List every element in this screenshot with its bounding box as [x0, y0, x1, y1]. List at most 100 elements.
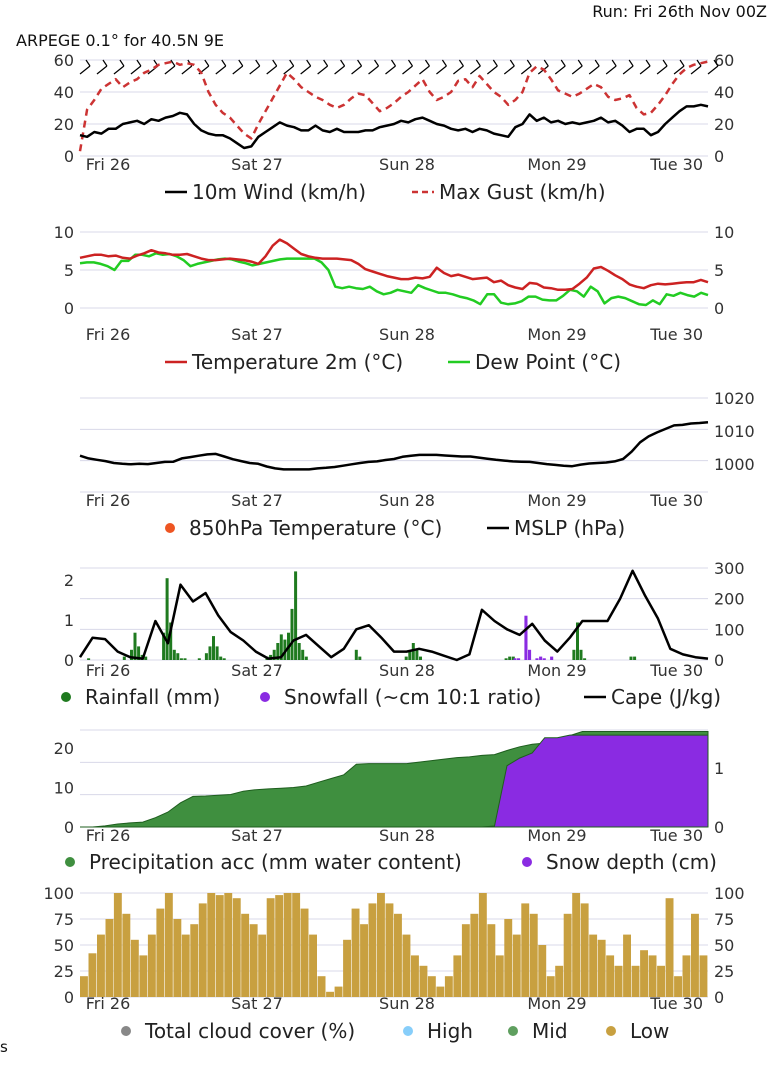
- cloud-bar: [385, 903, 394, 997]
- day-label: Mon 29: [527, 826, 586, 845]
- legend-label: Dew Point (°C): [475, 350, 621, 374]
- wind-barb-flag: [560, 59, 566, 67]
- snow-bar: [524, 615, 528, 660]
- cloud-bar: [461, 924, 470, 997]
- day-label: Tue 30: [649, 661, 703, 680]
- cloud-bar: [597, 939, 606, 997]
- cloud-bar: [113, 893, 122, 997]
- day-label: Sat 27: [231, 661, 283, 680]
- snow-bar: [517, 658, 521, 660]
- cloud-bar: [317, 976, 326, 997]
- y-tick-right: 0: [714, 299, 724, 318]
- cloud-bar: [275, 895, 284, 997]
- wind-barb-flag: [458, 59, 464, 67]
- rain-bar: [208, 646, 212, 660]
- wind-barb-flag: [475, 59, 481, 67]
- wind-barb: [351, 65, 362, 75]
- rain-bar: [283, 639, 287, 660]
- rain-bar: [279, 634, 283, 660]
- wind-barb: [419, 65, 430, 75]
- wind-barb-flag: [85, 59, 91, 67]
- rain-bar: [297, 643, 301, 660]
- wind-barb-flag: [594, 59, 600, 67]
- wind-barb: [707, 65, 719, 75]
- y-tick-left: 1: [64, 611, 74, 630]
- cloud-bar: [283, 893, 292, 997]
- cloud-bar: [207, 893, 216, 997]
- y-tick-right: 100: [714, 620, 745, 639]
- wind-barb: [605, 65, 617, 75]
- cloud-bar: [665, 898, 674, 997]
- wind-barb-flag: [645, 59, 651, 67]
- day-label: Mon 29: [527, 661, 586, 680]
- rain-bar: [183, 658, 187, 660]
- rain-bar: [165, 578, 169, 660]
- wind-line: [79, 103, 709, 150]
- cloud-bar: [377, 893, 385, 997]
- wind-barb: [96, 65, 108, 75]
- day-label: Sat 27: [231, 994, 283, 1013]
- y-tick-right: 1000: [714, 455, 755, 474]
- snow-bar: [539, 656, 543, 660]
- cloud-bar: [631, 965, 640, 997]
- cloud-bar: [674, 976, 682, 997]
- day-label: Sun 28: [379, 826, 435, 845]
- wind-barb-flag: [679, 59, 685, 67]
- rain-bar: [179, 658, 183, 660]
- cloud-bar: [538, 945, 547, 997]
- dewpoint-line: [79, 252, 709, 307]
- cloud-bar: [606, 955, 615, 997]
- cloud-bar: [427, 976, 436, 997]
- wind-barb-flag: [306, 59, 312, 67]
- y-tick-left: 75: [54, 910, 74, 929]
- y-tick-right: 1: [714, 759, 724, 778]
- snow-depth-area: [80, 734, 709, 828]
- wind-barb: [266, 65, 278, 75]
- rain-bar: [204, 653, 208, 660]
- cloud-bar: [572, 893, 581, 997]
- cloud-bar: [343, 939, 351, 997]
- y-tick-left: 20: [54, 115, 74, 134]
- y-tick-left: 0: [64, 299, 74, 318]
- y-tick-right: 40: [714, 83, 734, 102]
- wind-barb-flag: [577, 59, 583, 67]
- wind-barb-flag: [509, 59, 515, 67]
- cloud-bar: [436, 986, 445, 997]
- wind-barb-flag: [374, 59, 380, 67]
- cloud-bar: [105, 919, 114, 997]
- legend-dot-swatch: [165, 523, 175, 533]
- cloud-bar: [402, 934, 411, 997]
- cloud-bar: [249, 924, 258, 997]
- cloud-bar: [529, 913, 538, 997]
- wind-barb: [673, 65, 685, 75]
- rain-bar: [415, 649, 419, 660]
- legend-label: Low: [630, 1019, 669, 1043]
- snow-bar: [550, 656, 554, 660]
- cloud-bar: [444, 976, 453, 997]
- legend-label: Rainfall (mm): [85, 685, 220, 709]
- wind-barb: [656, 65, 668, 75]
- cloud-bar: [640, 950, 648, 997]
- wind-barb-flag: [170, 59, 176, 67]
- legend-dot-swatch: [65, 857, 75, 867]
- wind-barb: [588, 65, 600, 75]
- cloud-bar: [130, 939, 139, 997]
- rain-bar: [294, 571, 298, 660]
- rain-bar: [130, 649, 133, 660]
- wind-barb: [181, 65, 193, 75]
- day-label: Sat 27: [231, 155, 283, 174]
- wind-barb: [317, 65, 328, 75]
- run-label: Run: Fri 26th Nov 00Z: [592, 2, 767, 21]
- rain-bar: [276, 643, 280, 660]
- wind-barb-flag: [340, 59, 346, 67]
- cloud-bar: [487, 924, 496, 997]
- cloud-bar: [232, 898, 241, 997]
- day-label: Sun 28: [379, 325, 435, 344]
- cloud-bar: [614, 965, 623, 997]
- cloud-bar: [682, 955, 691, 997]
- wind-barb: [571, 65, 583, 75]
- wind-barb-flag: [357, 59, 363, 67]
- y-tick-right: 0: [714, 818, 724, 837]
- y-tick-right: 0: [714, 147, 724, 166]
- wind-barb: [283, 65, 295, 75]
